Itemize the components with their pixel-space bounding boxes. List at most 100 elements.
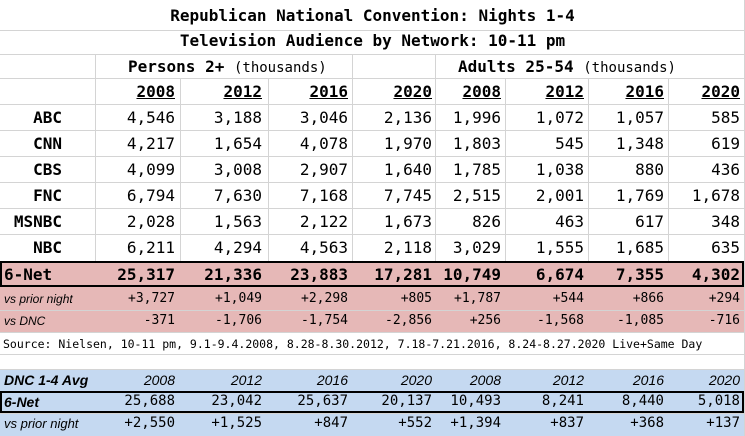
table-cell: 1,563: [213, 212, 262, 231]
vs-dnc-cell: -1,706: [215, 313, 262, 328]
page-title: Republican National Convention: Nights 1…: [170, 6, 575, 25]
table-cell: 1,654: [213, 134, 262, 153]
vs-prior-cell: +1,049: [215, 291, 262, 306]
table-cell: 619: [711, 134, 740, 153]
source-note: Source: Nielsen, 10-11 pm, 9.1-9.4.2008,…: [3, 337, 703, 351]
vs-dnc-cell: -1,085: [617, 313, 664, 328]
table-cell: 1,640: [383, 160, 432, 179]
table-cell: 880: [635, 160, 664, 179]
dnc-year-header: 2008: [143, 372, 175, 388]
table-cell: 1,038: [535, 160, 584, 179]
table-cell: 4,294: [213, 238, 262, 257]
vs-dnc-cell: -371: [143, 313, 175, 328]
table-cell: 826: [472, 212, 501, 231]
dnc-year-header: 2012: [552, 372, 584, 388]
dnc-prior-cell: +847: [314, 415, 348, 431]
table-cell: 7,168: [299, 186, 348, 205]
table-cell: 1,348: [615, 134, 664, 153]
dnc-section-fill: [0, 369, 745, 436]
table-cell: 4,563: [299, 238, 348, 257]
table-cell: 3,029: [452, 238, 501, 257]
total-cell: 4,302: [691, 265, 740, 284]
dnc-year-header: 2016: [316, 372, 348, 388]
table-cell: 585: [711, 108, 740, 127]
dnc-net-cell: 20,137: [381, 393, 432, 409]
table-cell: 6,211: [126, 238, 175, 257]
table-cell: 1,996: [452, 108, 501, 127]
dnc-header-label: DNC 1-4 Avg: [4, 372, 89, 388]
table-cell: 1,555: [535, 238, 584, 257]
table-cell: 2,122: [299, 212, 348, 231]
vs-prior-cell: +2,298: [301, 291, 348, 306]
table-cell: 7,630: [213, 186, 262, 205]
table-cell: 2,028: [126, 212, 175, 231]
table-cell: 545: [555, 134, 584, 153]
vs-dnc-label: vs DNC: [4, 314, 46, 328]
table-cell: 1,769: [615, 186, 664, 205]
table-cell: 2,515: [452, 186, 501, 205]
table-cell: 4,546: [126, 108, 175, 127]
group-unit-adults: (thousands): [583, 60, 676, 76]
dnc-prior-cell: +1,525: [211, 415, 262, 431]
table-cell: 348: [711, 212, 740, 231]
group-label-persons: Persons 2+: [128, 57, 225, 76]
dnc-year-header: 2008: [469, 372, 501, 388]
vs-prior-cell: +294: [708, 291, 740, 306]
table-cell: 635: [711, 238, 740, 257]
dnc-net-cell: 25,637: [297, 393, 348, 409]
dnc-net-cell: 23,042: [211, 393, 262, 409]
dnc-prior-cell: +837: [550, 415, 584, 431]
dnc-net-cell: 8,241: [541, 393, 584, 409]
table-cell: 1,673: [383, 212, 432, 231]
dnc-year-header: 2016: [632, 372, 664, 388]
dnc-year-header: 2020: [400, 372, 432, 388]
total-cell: 7,355: [615, 265, 664, 284]
dnc-net-cell: 5,018: [697, 393, 740, 409]
total-cell: 25,317: [117, 265, 175, 284]
table-cell: 1,072: [535, 108, 584, 127]
total-cell: 6,674: [535, 265, 584, 284]
table-cell: 1,803: [452, 134, 501, 153]
page-subtitle: Television Audience by Network: 10-11 pm: [179, 31, 566, 50]
table-cell: 4,078: [299, 134, 348, 153]
table-cell: 617: [635, 212, 664, 231]
table-cell: 1,057: [615, 108, 664, 127]
table-cell: 1,685: [615, 238, 664, 257]
network-label: CNN: [33, 134, 62, 153]
year-header: 2020: [393, 82, 432, 101]
table-cell: 2,136: [383, 108, 432, 127]
dnc-prior-label: vs prior night: [4, 416, 79, 431]
dnc-net-cell: 8,440: [621, 393, 664, 409]
vs-dnc-cell: +256: [469, 313, 501, 328]
table-cell: 463: [555, 212, 584, 231]
group-unit-persons: (thousands): [233, 60, 327, 76]
table-cell: 1,785: [452, 160, 501, 179]
table-cell: 2,907: [299, 160, 348, 179]
table-cell: 2,118: [383, 238, 432, 257]
dnc-net-cell: 25,688: [124, 393, 175, 409]
dnc-prior-cell: +137: [706, 415, 740, 431]
table-cell: 436: [711, 160, 740, 179]
network-label: MSNBC: [13, 212, 62, 231]
vs-prior-cell: +866: [632, 291, 664, 306]
group-header-adults: Adults 25-54 (thousands): [458, 57, 676, 76]
network-label: NBC: [33, 238, 62, 257]
dnc-net-label: 6-Net: [4, 394, 40, 410]
vs-prior-cell: +3,727: [128, 291, 175, 306]
vs-dnc-cell: -1,568: [537, 313, 584, 328]
dnc-prior-cell: +2,550: [124, 415, 175, 431]
table-cell: 3,188: [213, 108, 262, 127]
dnc-year-header: 2012: [230, 372, 262, 388]
year-header: 2012: [545, 82, 584, 101]
year-header: 2008: [462, 82, 501, 101]
dnc-net-row-border: [0, 391, 744, 413]
vs-dnc-cell: -716: [708, 313, 740, 328]
table-cell: 1,678: [691, 186, 740, 205]
year-header: 2020: [701, 82, 740, 101]
group-label-adults: Adults 25-54: [458, 57, 574, 76]
table-cell: 1,970: [383, 134, 432, 153]
network-label: ABC: [33, 108, 62, 127]
year-header: 2016: [625, 82, 664, 101]
total-label: 6-Net: [4, 265, 53, 284]
